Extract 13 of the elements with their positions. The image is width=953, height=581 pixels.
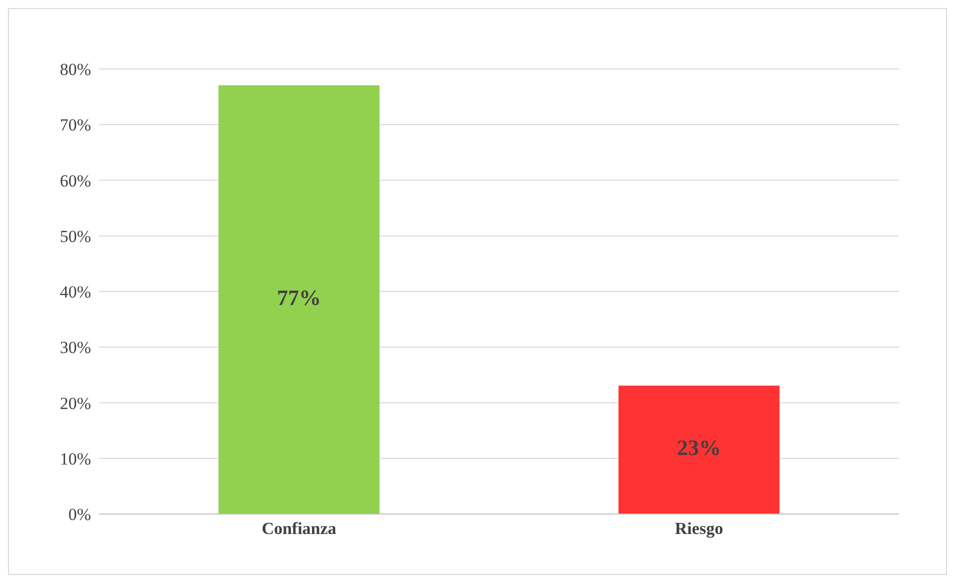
y-tick-label: 70% — [60, 116, 91, 135]
y-tick-label: 30% — [60, 338, 91, 358]
y-tick-label: 40% — [60, 282, 91, 302]
data-label: 23% — [677, 435, 721, 460]
y-tick-label: 60% — [60, 171, 91, 190]
data-label: 77% — [277, 284, 321, 310]
x-tick-label: Riesgo — [674, 519, 724, 538]
x-tick-label: Confianza — [262, 519, 337, 538]
y-tick-label: 80% — [60, 60, 91, 80]
y-tick-label: 50% — [60, 226, 91, 246]
y-tick-label: 10% — [60, 449, 91, 468]
y-tick-label: 0% — [68, 505, 91, 524]
y-tick-label: 20% — [60, 394, 91, 413]
